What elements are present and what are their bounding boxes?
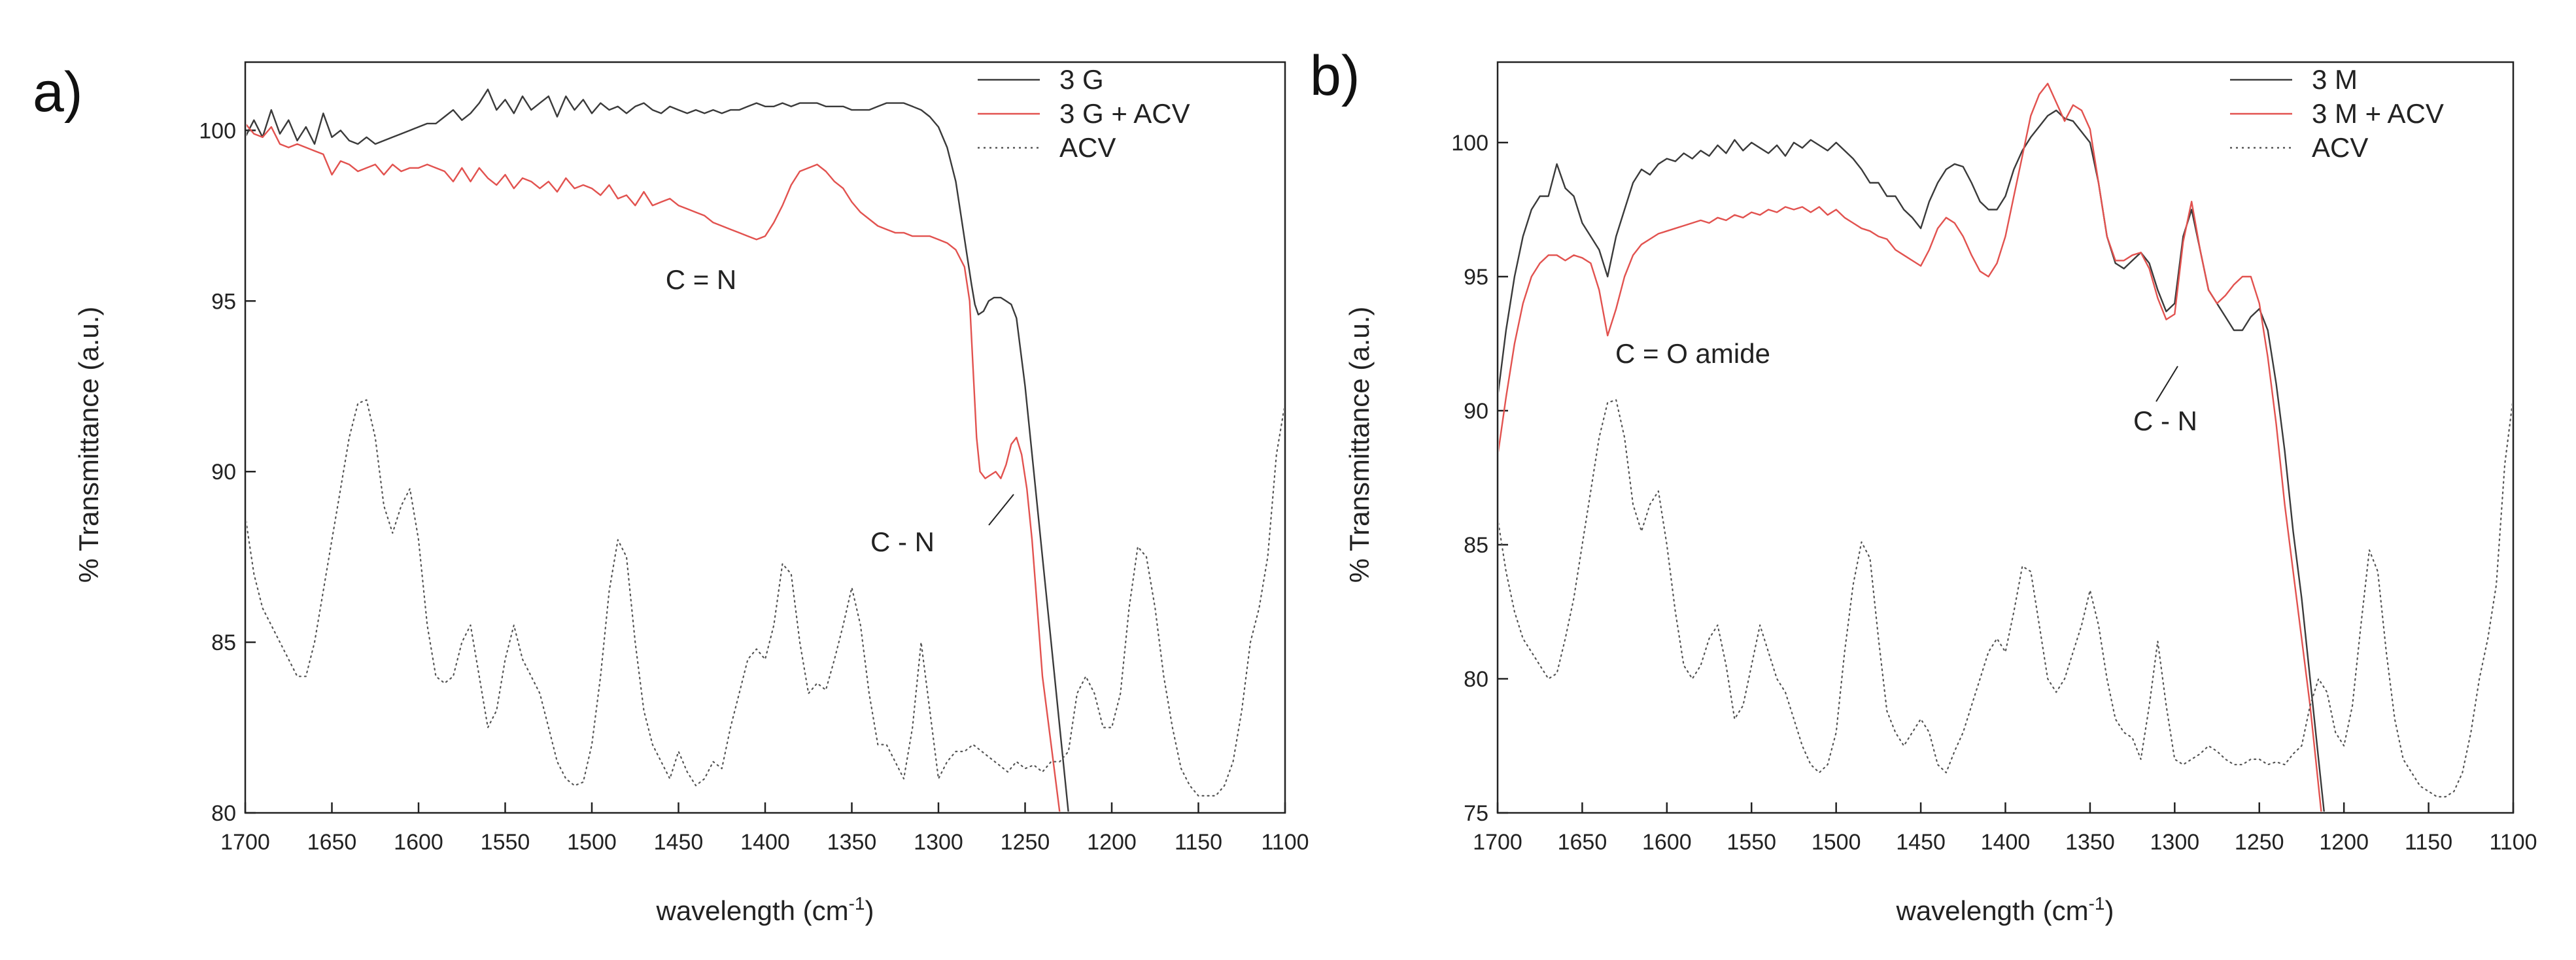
panel-b-x-tick-label: 1100: [2489, 830, 2537, 855]
panel-b-y-axis-title: % Transmittance (a.u.): [1344, 307, 1375, 583]
panel-a-x-tick-label: 1700: [220, 830, 270, 855]
panel-a-label: a): [33, 61, 82, 124]
panel-b-y-tick-label: 75: [1464, 801, 1488, 826]
panel-b-x-axis-title-sup: -1: [2089, 893, 2105, 914]
panel-b-legend: 3 M 3 M + ACV ACV: [2230, 64, 2444, 163]
panel-b-x-tick-label: 1300: [2150, 830, 2200, 855]
panel-a-y-tick-label: 80: [211, 801, 236, 826]
panel-b-legend-label-3m-acv: 3 M + ACV: [2312, 98, 2444, 129]
panel-a-x-tick-label: 1150: [1175, 830, 1222, 855]
panel-a-series-group: [247, 88, 1284, 812]
panel-b-x-axis-title: wavelength (cm-1): [1895, 893, 2114, 926]
panel-b-annotation-c-n: C - N: [2133, 405, 2197, 436]
panel-b-legend-label-acv: ACV: [2312, 132, 2368, 163]
panel-a-x-tick-label: 1100: [1261, 830, 1309, 855]
panel-a-series-acv: [247, 399, 1284, 797]
panel-a-legend-label-acv: ACV: [1059, 132, 1116, 163]
panel-b-x-tick-label: 1450: [1896, 830, 1946, 855]
panel-b-x-axis-title-close: ): [2105, 895, 2114, 926]
panel-a-x-tick-label: 1500: [567, 830, 617, 855]
panel-b-x-tick-label: 1600: [1642, 830, 1692, 855]
panel-a-annotation-c-n: C - N: [870, 526, 935, 557]
panel-a-x-tick-label: 1550: [481, 830, 530, 855]
panel-a-y-tick-label: 90: [211, 460, 236, 485]
panel-a-y-tick-label: 95: [211, 289, 236, 314]
panel-a-annotation-c-double-n: C = N: [666, 264, 737, 295]
panel-a-x-tick-label: 1450: [654, 830, 704, 855]
panel-b-y-tick-label: 95: [1464, 265, 1488, 290]
panel-b-x-tick-label: 1150: [2405, 830, 2452, 855]
panel-b-series-3-m: [1499, 109, 2325, 812]
panel-b-chart: b) 75 80 85 90 95 100 1700 1650 1600 1550 1500 145…: [1310, 44, 2537, 926]
panel-a-x-axis-title-close: ): [865, 895, 874, 926]
panel-a-x-tick-label: 1350: [827, 830, 877, 855]
panel-a-x-ticks: 1700 1650 1600 1550 1500 1450 1400 1350 1300 1250…: [220, 802, 1309, 855]
panel-b-x-tick-label: 1650: [1558, 830, 1607, 855]
panel-b-y-tick-label: 100: [1451, 131, 1488, 156]
panel-b-x-tick-label: 1500: [1812, 830, 1861, 855]
panel-a-x-tick-label: 1650: [307, 830, 357, 855]
panel-b-series-3-m-acv: [1499, 82, 2322, 812]
panel-a-legend-label-3g: 3 G: [1059, 64, 1104, 95]
panel-b-annotation-leader: [2155, 366, 2178, 402]
panel-b-legend-label-3m: 3 M: [2312, 64, 2358, 95]
panel-b-x-tick-label: 1200: [2319, 830, 2369, 855]
panel-a-x-tick-label: 1600: [394, 830, 443, 855]
panel-a-x-axis-title-main: wavelength (cm: [655, 895, 848, 926]
panel-b-series-acv: [1499, 399, 2512, 798]
panel-b-x-axis-title-main: wavelength (cm: [1895, 895, 2088, 926]
panel-b-x-tick-label: 1350: [2065, 830, 2115, 855]
panel-a-x-tick-label: 1250: [1001, 830, 1050, 855]
panel-a-x-tick-label: 1300: [914, 830, 963, 855]
panel-a-y-tick-label: 100: [199, 118, 236, 143]
panel-b-label: b): [1310, 44, 1360, 107]
panel-a-x-tick-label: 1400: [740, 830, 790, 855]
panel-b-y-tick-label: 85: [1464, 533, 1488, 558]
panel-a-annotation-leader: [988, 494, 1014, 526]
panel-a-y-ticks: 80 85 90 95 100: [199, 118, 256, 826]
panel-a-x-axis-title-sup: -1: [849, 893, 865, 914]
panel-a-x-axis-title: wavelength (cm-1): [655, 893, 874, 926]
panel-a-plot-frame: [244, 61, 1286, 814]
panel-b-x-tick-label: 1250: [2235, 830, 2284, 855]
panel-b-x-tick-label: 1400: [1981, 830, 2031, 855]
panel-b-y-tick-label: 80: [1464, 667, 1488, 692]
panel-b-y-ticks: 75 80 85 90 95 100: [1451, 131, 1508, 826]
panel-b-x-tick-label: 1700: [1473, 830, 1522, 855]
panel-b-x-tick-label: 1550: [1726, 830, 1776, 855]
panel-a-series-3-g: [247, 88, 1069, 812]
panel-a-legend-label-3g-acv: 3 G + ACV: [1059, 98, 1190, 129]
panel-a-y-axis-title: % Transmittance (a.u.): [73, 307, 104, 583]
panel-a-series-3-g-acv: [247, 124, 1061, 812]
panel-a-legend: 3 G 3 G + ACV ACV: [978, 64, 1190, 163]
panel-b-annotation-c-o-amide: C = O amide: [1615, 338, 1770, 369]
panel-b-x-ticks: 1700 1650 1600 1550 1500 1450 1400 1350 1300 1250…: [1473, 802, 2537, 855]
panel-a-x-tick-label: 1200: [1087, 830, 1137, 855]
panel-a-y-tick-label: 85: [211, 630, 236, 655]
panel-b-y-tick-label: 90: [1464, 399, 1488, 424]
panel-b-series-group: [1499, 82, 2512, 812]
